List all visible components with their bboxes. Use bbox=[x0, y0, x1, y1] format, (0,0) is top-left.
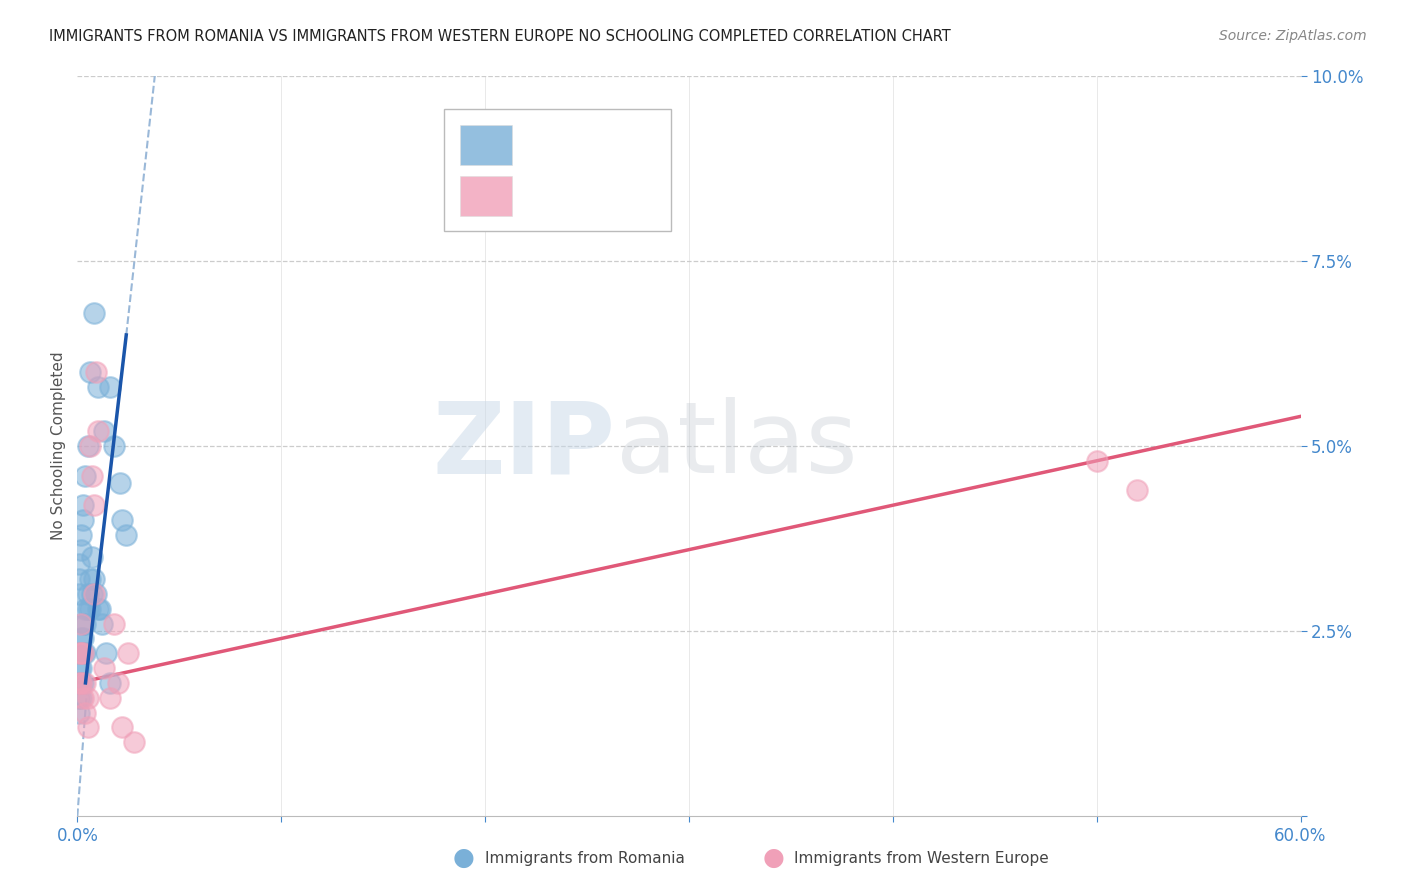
Point bbox=[72, 632, 94, 646]
Point bbox=[79, 572, 101, 586]
Text: N = 26: N = 26 bbox=[595, 186, 662, 204]
Point bbox=[72, 646, 94, 660]
Point bbox=[98, 676, 121, 690]
Point bbox=[76, 602, 98, 616]
Point bbox=[72, 676, 94, 690]
Point bbox=[93, 424, 115, 438]
Point bbox=[107, 676, 129, 690]
Point bbox=[70, 646, 93, 660]
FancyBboxPatch shape bbox=[460, 176, 512, 216]
Point bbox=[76, 690, 98, 705]
Point bbox=[70, 528, 93, 542]
Text: IMMIGRANTS FROM ROMANIA VS IMMIGRANTS FROM WESTERN EUROPE NO SCHOOLING COMPLETED: IMMIGRANTS FROM ROMANIA VS IMMIGRANTS FR… bbox=[49, 29, 950, 44]
Point bbox=[75, 602, 97, 616]
Point bbox=[72, 690, 94, 705]
Point bbox=[89, 602, 111, 616]
Point bbox=[103, 616, 125, 631]
Text: R = 0.462: R = 0.462 bbox=[522, 135, 620, 153]
Point bbox=[70, 542, 93, 557]
Point bbox=[84, 365, 107, 379]
Point bbox=[83, 587, 105, 601]
Point bbox=[93, 661, 115, 675]
Point bbox=[80, 468, 103, 483]
Point bbox=[87, 424, 110, 438]
Point bbox=[67, 587, 90, 601]
Text: Immigrants from Romania: Immigrants from Romania bbox=[485, 851, 685, 865]
Text: Immigrants from Western Europe: Immigrants from Western Europe bbox=[794, 851, 1049, 865]
Point bbox=[75, 676, 97, 690]
Y-axis label: No Schooling Completed: No Schooling Completed bbox=[51, 351, 66, 541]
Point bbox=[117, 646, 139, 660]
Point bbox=[70, 676, 93, 690]
Text: N = 48: N = 48 bbox=[595, 135, 662, 153]
Point bbox=[76, 439, 98, 453]
Text: atlas: atlas bbox=[616, 398, 858, 494]
Text: R = 0.436: R = 0.436 bbox=[522, 186, 620, 204]
Point bbox=[76, 720, 98, 734]
Point bbox=[67, 706, 90, 720]
Point bbox=[94, 646, 117, 660]
Point bbox=[67, 676, 90, 690]
Point bbox=[124, 735, 146, 749]
Point bbox=[83, 572, 105, 586]
Point bbox=[67, 690, 90, 705]
Point bbox=[76, 587, 98, 601]
Point bbox=[72, 513, 94, 527]
Point bbox=[1085, 454, 1108, 468]
Point bbox=[75, 706, 97, 720]
Point bbox=[90, 616, 112, 631]
Point bbox=[1126, 483, 1149, 498]
Point bbox=[79, 602, 101, 616]
Text: Source: ZipAtlas.com: Source: ZipAtlas.com bbox=[1219, 29, 1367, 43]
Point bbox=[79, 439, 101, 453]
Point bbox=[87, 602, 110, 616]
Point bbox=[70, 661, 93, 675]
Point bbox=[67, 572, 90, 586]
Point bbox=[67, 676, 90, 690]
Point bbox=[75, 468, 97, 483]
Point bbox=[80, 549, 103, 565]
Point bbox=[98, 690, 121, 705]
Point bbox=[83, 306, 105, 320]
Point bbox=[84, 587, 107, 601]
Point bbox=[98, 380, 121, 394]
Point bbox=[72, 616, 94, 631]
Point bbox=[67, 558, 90, 572]
Point bbox=[111, 513, 134, 527]
Point bbox=[70, 676, 93, 690]
Text: ZIP: ZIP bbox=[433, 398, 616, 494]
Point bbox=[103, 439, 125, 453]
Point bbox=[75, 616, 97, 631]
Point bbox=[67, 646, 90, 660]
Point bbox=[79, 365, 101, 379]
Point bbox=[67, 661, 90, 675]
Point bbox=[87, 380, 110, 394]
FancyBboxPatch shape bbox=[444, 109, 671, 231]
Point bbox=[115, 528, 138, 542]
FancyBboxPatch shape bbox=[460, 125, 512, 165]
Point bbox=[70, 616, 93, 631]
Text: ●: ● bbox=[453, 847, 475, 870]
Text: ●: ● bbox=[762, 847, 785, 870]
Point bbox=[80, 587, 103, 601]
Point bbox=[83, 498, 105, 512]
Point bbox=[108, 476, 131, 491]
Point bbox=[111, 720, 134, 734]
Point bbox=[72, 646, 94, 660]
Point bbox=[70, 646, 93, 660]
Point bbox=[70, 690, 93, 705]
Point bbox=[75, 646, 97, 660]
Point bbox=[72, 498, 94, 512]
Point bbox=[70, 632, 93, 646]
Point bbox=[67, 646, 90, 660]
